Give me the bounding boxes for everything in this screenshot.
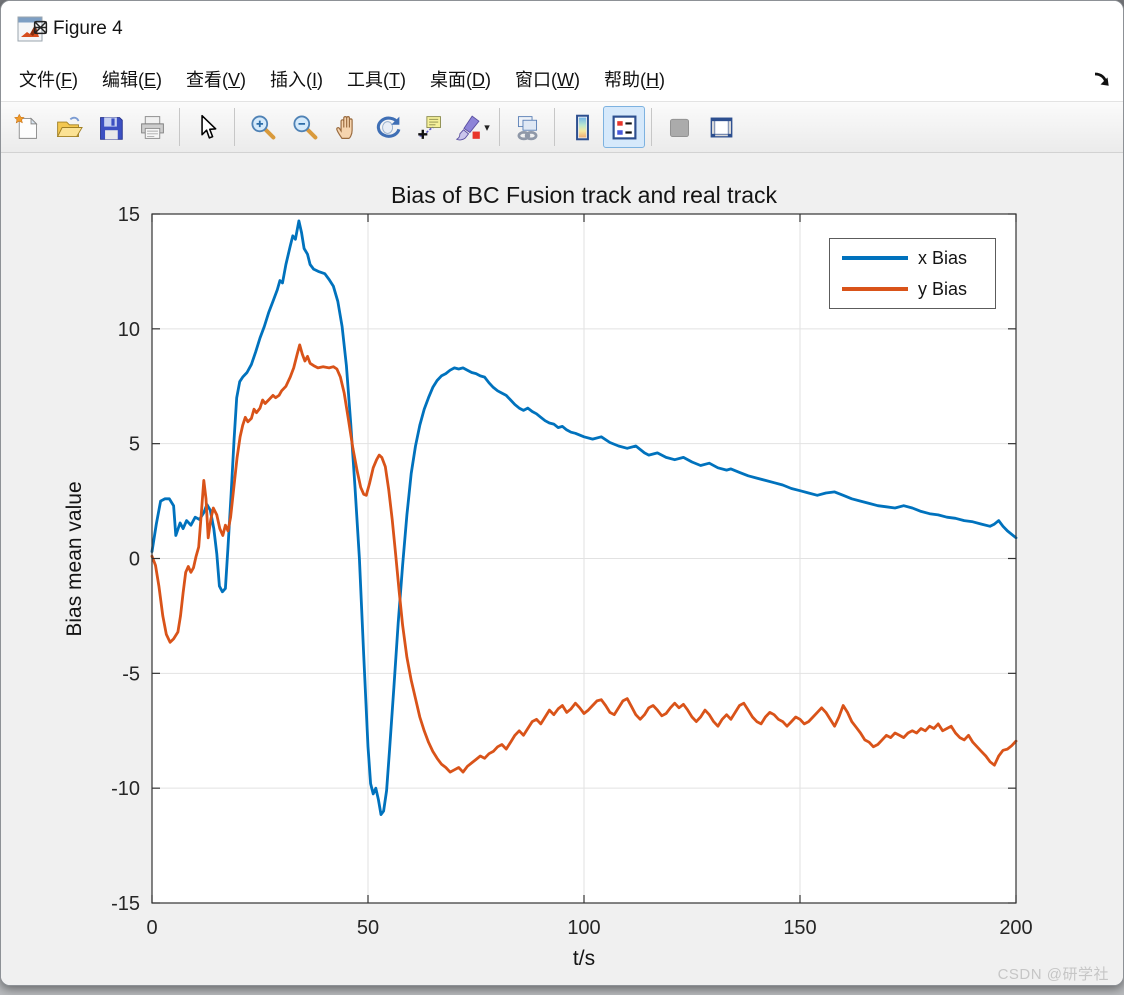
figure-canvas: Bias of BC Fusion track and real track B… <box>1 153 1124 986</box>
x-tick-label: 0 <box>146 917 157 939</box>
legend-line-swatch <box>842 287 908 291</box>
x-axis-label: t/s <box>572 947 596 970</box>
x-tick-label: 200 <box>999 917 1032 939</box>
y-tick-label: -10 <box>111 778 140 800</box>
menu-item-t[interactable]: 工具(T) <box>347 70 407 90</box>
menu-item-h[interactable]: 帮助(H) <box>604 70 666 90</box>
y-tick-label: -5 <box>122 663 140 685</box>
data-cursor-button[interactable] <box>409 106 451 148</box>
y-tick-label: 0 <box>129 549 140 571</box>
toolbar-separator <box>554 108 555 146</box>
title-bar: Figure 4 <box>1 1 1123 57</box>
watermark: CSDN @研学社 <box>997 966 1109 983</box>
show-plot-tools-button[interactable] <box>700 106 742 148</box>
insert-colorbar-button[interactable] <box>561 106 603 148</box>
y-tick-label: 10 <box>118 319 140 341</box>
y-tick-label: 5 <box>129 434 140 456</box>
new-figure-icon <box>12 113 41 142</box>
insert-colorbar-icon <box>568 113 597 142</box>
y-tick-label: 15 <box>118 204 140 226</box>
save-figure-button[interactable] <box>89 106 131 148</box>
legend-box[interactable]: x Bias y Bias <box>829 238 996 309</box>
legend-entry-y-bias[interactable]: y Bias <box>830 276 995 302</box>
toolbar-separator <box>651 108 652 146</box>
toolbar: ▾ <box>1 101 1123 153</box>
toolbar-separator <box>179 108 180 146</box>
show-plot-tools-icon <box>707 113 736 142</box>
menu-item-d[interactable]: 桌面(D) <box>430 70 492 90</box>
x-bias-line <box>150 219 1018 816</box>
legend-line-swatch <box>842 256 908 260</box>
pan-hand-button[interactable] <box>325 106 367 148</box>
edit-plot-arrow-icon <box>193 113 222 142</box>
legend-entry-x-bias[interactable]: x Bias <box>830 245 995 271</box>
x-tick-label: 150 <box>783 917 816 939</box>
toolbar-separator <box>234 108 235 146</box>
rotate-3d-button[interactable] <box>367 106 409 148</box>
rotate-3d-icon <box>374 113 403 142</box>
zoom-out-button[interactable] <box>283 106 325 148</box>
x-tick-label: 50 <box>357 917 379 939</box>
toolbar-separator <box>499 108 500 146</box>
save-figure-icon <box>96 113 125 142</box>
x-tick-label: 100 <box>567 917 600 939</box>
open-file-button[interactable] <box>47 106 89 148</box>
menu-item-v[interactable]: 查看(V) <box>186 70 247 90</box>
dock-figure-icon[interactable] <box>1091 68 1113 95</box>
menu-item-f[interactable]: 文件(F) <box>19 70 78 90</box>
menu-item-w[interactable]: 窗口(W) <box>515 70 581 90</box>
brush-data-icon <box>454 113 483 142</box>
pan-hand-icon <box>332 113 361 142</box>
menu-item-i[interactable]: 插入(I) <box>270 70 324 90</box>
link-plot-icon <box>513 113 542 142</box>
maximize-icon <box>33 20 48 40</box>
close-icon <box>33 20 48 40</box>
zoom-in-icon <box>248 113 277 142</box>
menu-bar: 文件(F) 编辑(E) 查看(V) 插入(I) 工具(T) 桌面(D) 窗口(W) 帮助(H) <box>1 57 1123 101</box>
maximize-button[interactable] <box>17 12 63 48</box>
print-figure-icon <box>138 113 167 142</box>
open-file-icon <box>54 113 83 142</box>
plot-title: Bias of BC Fusion track and real track <box>390 182 778 208</box>
edit-plot-arrow-button[interactable] <box>186 106 228 148</box>
brush-dropdown-caret[interactable]: ▾ <box>484 121 490 134</box>
zoom-out-icon <box>290 113 319 142</box>
y-bias-line <box>150 343 1018 774</box>
hide-plot-tools-button <box>658 106 700 148</box>
insert-legend-button[interactable] <box>603 106 645 148</box>
zoom-in-button[interactable] <box>241 106 283 148</box>
legend-label: x Bias <box>918 247 968 268</box>
plot-area[interactable]: 0 50 100 150 200 -15 -10 -5 0 5 10 15 <box>1 153 1124 986</box>
window-title: Figure 4 <box>53 18 123 39</box>
menu-item-e[interactable]: 编辑(E) <box>102 70 163 90</box>
link-plot-button[interactable] <box>506 106 548 148</box>
y-tick-label: -15 <box>111 893 140 915</box>
close-button[interactable] <box>17 12 63 48</box>
brush-data-button[interactable]: ▾ <box>451 106 493 148</box>
data-cursor-icon <box>416 113 445 142</box>
print-figure-button[interactable] <box>131 106 173 148</box>
hide-plot-tools-icon <box>665 113 694 142</box>
insert-legend-icon <box>610 113 639 142</box>
new-figure-button[interactable] <box>5 106 47 148</box>
legend-label: y Bias <box>918 278 968 299</box>
